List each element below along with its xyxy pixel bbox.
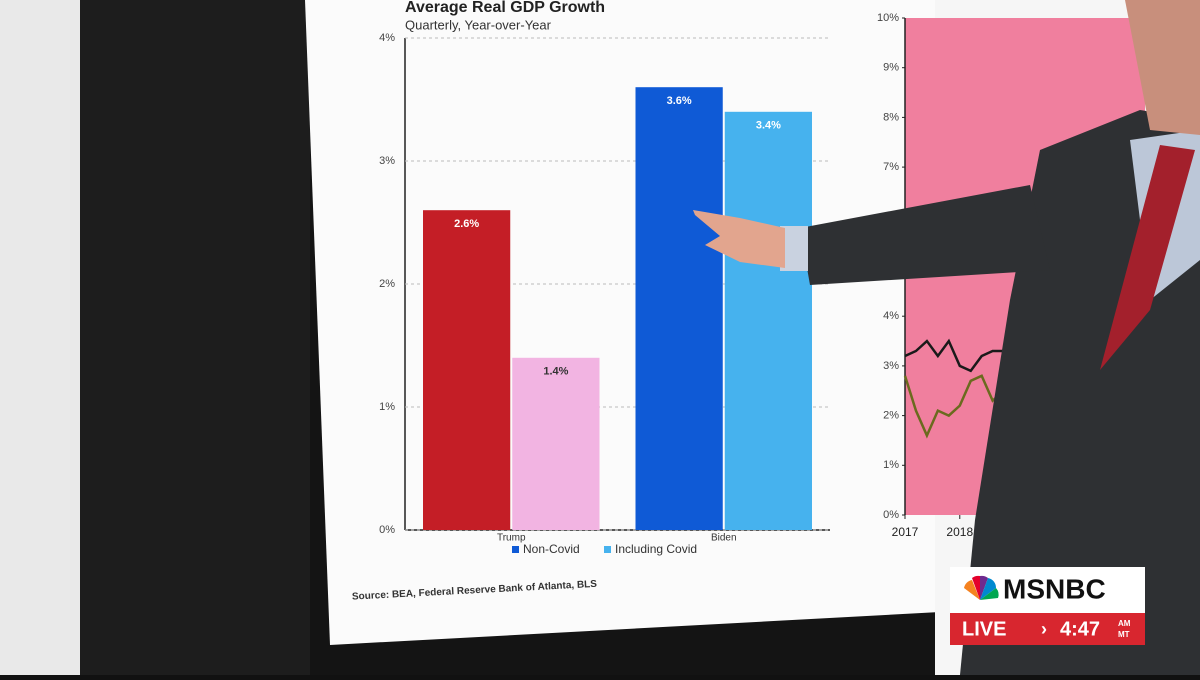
bar-value-label: 1.4%	[543, 366, 568, 378]
peacock	[964, 575, 999, 600]
bar	[635, 87, 723, 530]
y-tick-label: 8%	[883, 111, 899, 123]
y-tick-label: 7%	[883, 161, 899, 173]
x-tick-label: 2018	[946, 525, 973, 539]
face	[1125, 0, 1200, 135]
hand	[693, 210, 785, 268]
legend-swatch	[604, 546, 611, 553]
bar-value-label: 2.6%	[454, 218, 479, 230]
x-tick-label: 2017	[892, 525, 919, 539]
clock-time: 4:47	[1060, 618, 1100, 640]
legend-swatch	[512, 546, 519, 553]
clock-meridiem: AM	[1118, 619, 1131, 628]
y-tick-label: 2%	[379, 278, 395, 290]
y-tick-label: 4%	[379, 32, 395, 44]
sleeve	[800, 185, 1050, 285]
clock-zone: MT	[1118, 630, 1130, 639]
bar	[423, 210, 511, 530]
feather	[972, 575, 980, 600]
left-screen	[0, 0, 80, 675]
feather	[964, 580, 980, 600]
feather	[980, 578, 997, 600]
y-tick-label: 0%	[883, 509, 899, 521]
y-tick-label: 4%	[883, 310, 899, 322]
network-bug: MSNBC LIVE › 4:47 AM MT	[950, 567, 1145, 645]
live-bar	[950, 613, 1145, 645]
bar-value-label: 3.6%	[667, 95, 692, 107]
y-tick-label: 9%	[883, 62, 899, 74]
chart-title: Average Real GDP Growth	[405, 0, 605, 16]
tie	[1100, 145, 1195, 370]
presenter	[693, 0, 1200, 675]
legend-label: Non-Covid	[523, 542, 580, 556]
y-tick-label: 2%	[883, 410, 899, 422]
live-label: LIVE	[962, 618, 1006, 640]
bar	[512, 357, 600, 530]
chevron: ›	[1041, 619, 1047, 639]
feather	[980, 575, 988, 600]
network-name: MSNBC	[1003, 573, 1106, 604]
dark-screen	[80, 0, 310, 675]
chart-subtitle: Quarterly, Year-over-Year	[405, 17, 552, 32]
x-tick-label: Trump	[497, 533, 526, 544]
y-tick-label: 1%	[883, 459, 899, 471]
y-tick-label: 0%	[379, 524, 395, 536]
feather	[980, 588, 999, 600]
x-tick-label: Biden	[711, 533, 737, 544]
y-tick-label: 3%	[883, 360, 899, 372]
bar-value-label: 3.4%	[756, 120, 781, 132]
y-tick-label: 10%	[877, 12, 899, 24]
legend-label: Including Covid	[615, 542, 697, 556]
y-tick-label: 3%	[379, 155, 395, 167]
y-tick-label: 1%	[379, 401, 395, 413]
bar	[724, 111, 812, 531]
